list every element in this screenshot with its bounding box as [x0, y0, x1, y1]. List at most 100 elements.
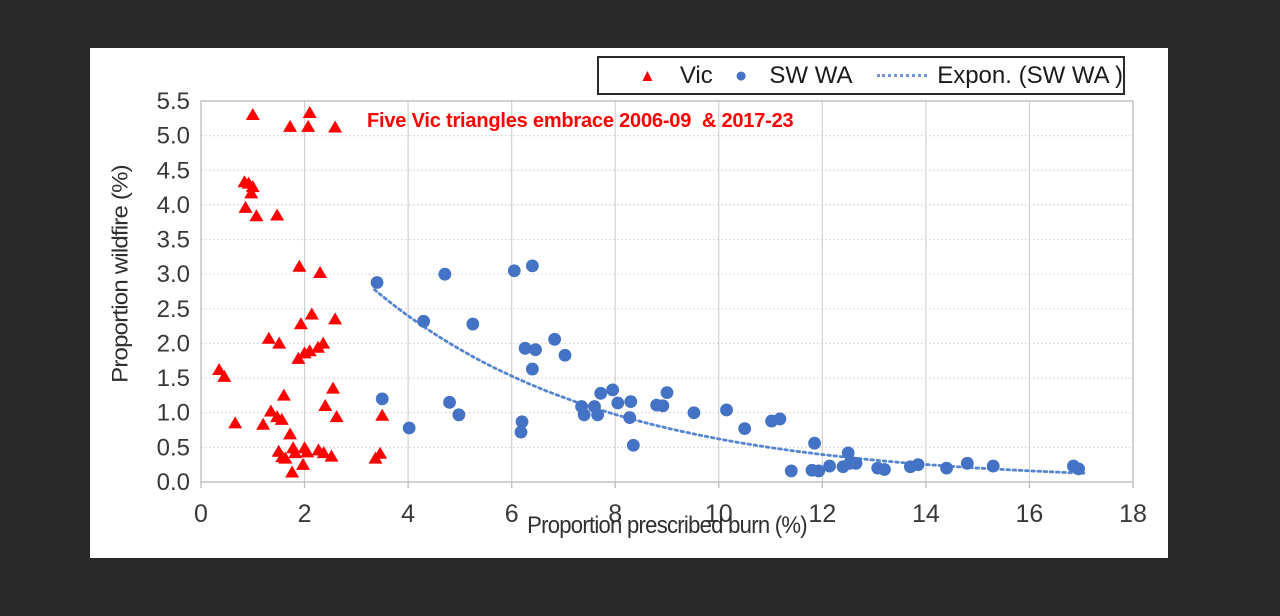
vic-data-point [375, 408, 390, 421]
vic-data-point [283, 119, 298, 132]
swwa-data-point [594, 386, 608, 400]
swwa-data-point [960, 456, 974, 470]
swwa-data-point [823, 459, 836, 473]
vic-data-point [238, 200, 253, 213]
swwa-data-point [626, 438, 640, 452]
vic-data-point [261, 331, 276, 344]
swwa-data-point [525, 259, 539, 273]
y-tick-label: 1.0 [157, 400, 190, 427]
x-tick-label: 12 [808, 500, 836, 528]
legend-trendline-icon [876, 74, 928, 77]
swwa-data-point [808, 436, 821, 450]
swwa-data-point [660, 386, 674, 400]
vic-data-point [328, 312, 343, 325]
vic-data-point [373, 446, 388, 459]
swwa-data-point [1072, 462, 1086, 476]
vic-data-point [274, 412, 289, 425]
swwa-data-point [773, 412, 787, 426]
vic-data-point [270, 208, 285, 221]
swwa-data-point [940, 461, 953, 475]
y-tick-label: 5.5 [157, 88, 190, 115]
swwa-data-point [466, 317, 480, 331]
x-tick-label: 4 [401, 500, 415, 528]
swwa-data-point [812, 464, 826, 478]
vic-data-point [288, 446, 303, 459]
x-axis-title: Proportion prescribed burn (%) [527, 512, 808, 539]
vic-data-point [296, 457, 311, 470]
x-tick-label: 2 [298, 500, 312, 528]
vic-data-point [228, 416, 243, 429]
x-tick-label: 10 [705, 500, 733, 528]
swwa-data-point [738, 422, 752, 436]
x-tick-label: 0 [194, 500, 208, 528]
y-tick-label: 1.5 [157, 365, 190, 392]
vic-data-point [272, 336, 287, 349]
swwa-data-point [443, 395, 456, 409]
scatter-plot-area: 0 2 4 6 8 10 12 14 16 18 0.0 0.5 1.0 1.5 2.0 2.5 3.0 3.5 4… [157, 88, 1147, 528]
vic-data-point [244, 186, 259, 199]
swwa-data-point [611, 396, 625, 410]
vic-data-point [300, 445, 315, 458]
swwa-data-point [515, 415, 529, 429]
y-tick-label: 4.5 [157, 157, 190, 184]
vic-data-point [278, 451, 293, 464]
swwa-data-point [720, 403, 733, 417]
y-tick-label: 0.0 [157, 469, 190, 496]
swwa-data-point [452, 408, 466, 422]
swwa-data-point [911, 458, 925, 472]
vic-data-point [328, 120, 343, 133]
chart-annotation: Five Vic triangles embrace 2006-09 & 201… [367, 110, 794, 132]
swwa-data-point [591, 408, 605, 422]
vic-data-point [283, 427, 298, 440]
legend-swwa-label: SW WA [769, 61, 853, 89]
vic-data-point [301, 119, 316, 132]
plot-border [200, 100, 1134, 483]
legend-vic-label: Vic [679, 61, 713, 89]
vic-data-point [249, 209, 264, 222]
swwa-data-point [878, 463, 891, 476]
swwa-data-point [417, 314, 431, 328]
swwa-data-point [375, 392, 389, 406]
swwa-data-point [507, 264, 521, 278]
vic-data-point [245, 180, 260, 193]
vic-data-point [256, 417, 271, 430]
vic-data-point [263, 404, 278, 417]
swwa-data-point [606, 383, 620, 397]
legend-swwa-circle-icon: ● [734, 64, 748, 87]
swwa-data-point [656, 399, 670, 413]
swwa-data-point [558, 348, 572, 362]
swwa-data-point [841, 446, 855, 460]
y-tick-label: 3.5 [157, 227, 190, 254]
swwa-data-point [849, 456, 863, 470]
swwa-data-point [514, 425, 528, 439]
expon-trendline [373, 288, 1086, 475]
vic-data-point [245, 108, 260, 121]
vic-data-point [285, 465, 300, 478]
y-tick-label: 4.0 [157, 192, 190, 219]
swwa-data-point [784, 464, 798, 478]
x-tick-label: 18 [1119, 500, 1147, 528]
vic-data-point [316, 446, 331, 459]
swwa-data-point [370, 276, 384, 289]
swwa-data-point [577, 408, 591, 422]
swwa-data-point [402, 421, 416, 435]
y-tick-label: 2.0 [157, 330, 190, 357]
vic-data-point [302, 344, 317, 357]
vic-data-point [217, 369, 232, 382]
y-tick-label: 2.5 [157, 296, 190, 323]
swwa-data-point [986, 459, 1000, 473]
x-tick-label: 14 [912, 500, 940, 528]
swwa-data-point [548, 332, 562, 346]
vic-data-point [304, 307, 319, 320]
vic-data-point [318, 399, 333, 411]
x-tick-label: 6 [505, 500, 519, 528]
chart-panel: 0 2 4 6 8 10 12 14 16 18 0.0 0.5 1.0 1.5 2.0 2.5 3.0 3.5 4… [90, 48, 1168, 558]
chart-legend: ▲ Vic ● SW WA Expon. (SW WA ) [597, 56, 1125, 95]
x-tick-label: 16 [1016, 500, 1044, 528]
y-tick-label: 5.0 [157, 123, 190, 150]
y-axis-title: Proportion wildfire (%) [108, 165, 133, 383]
y-tick-label: 3.0 [157, 261, 190, 288]
legend-expon-label: Expon. (SW WA ) [937, 61, 1123, 89]
vic-data-point [212, 362, 227, 375]
swwa-data-point [525, 362, 539, 376]
